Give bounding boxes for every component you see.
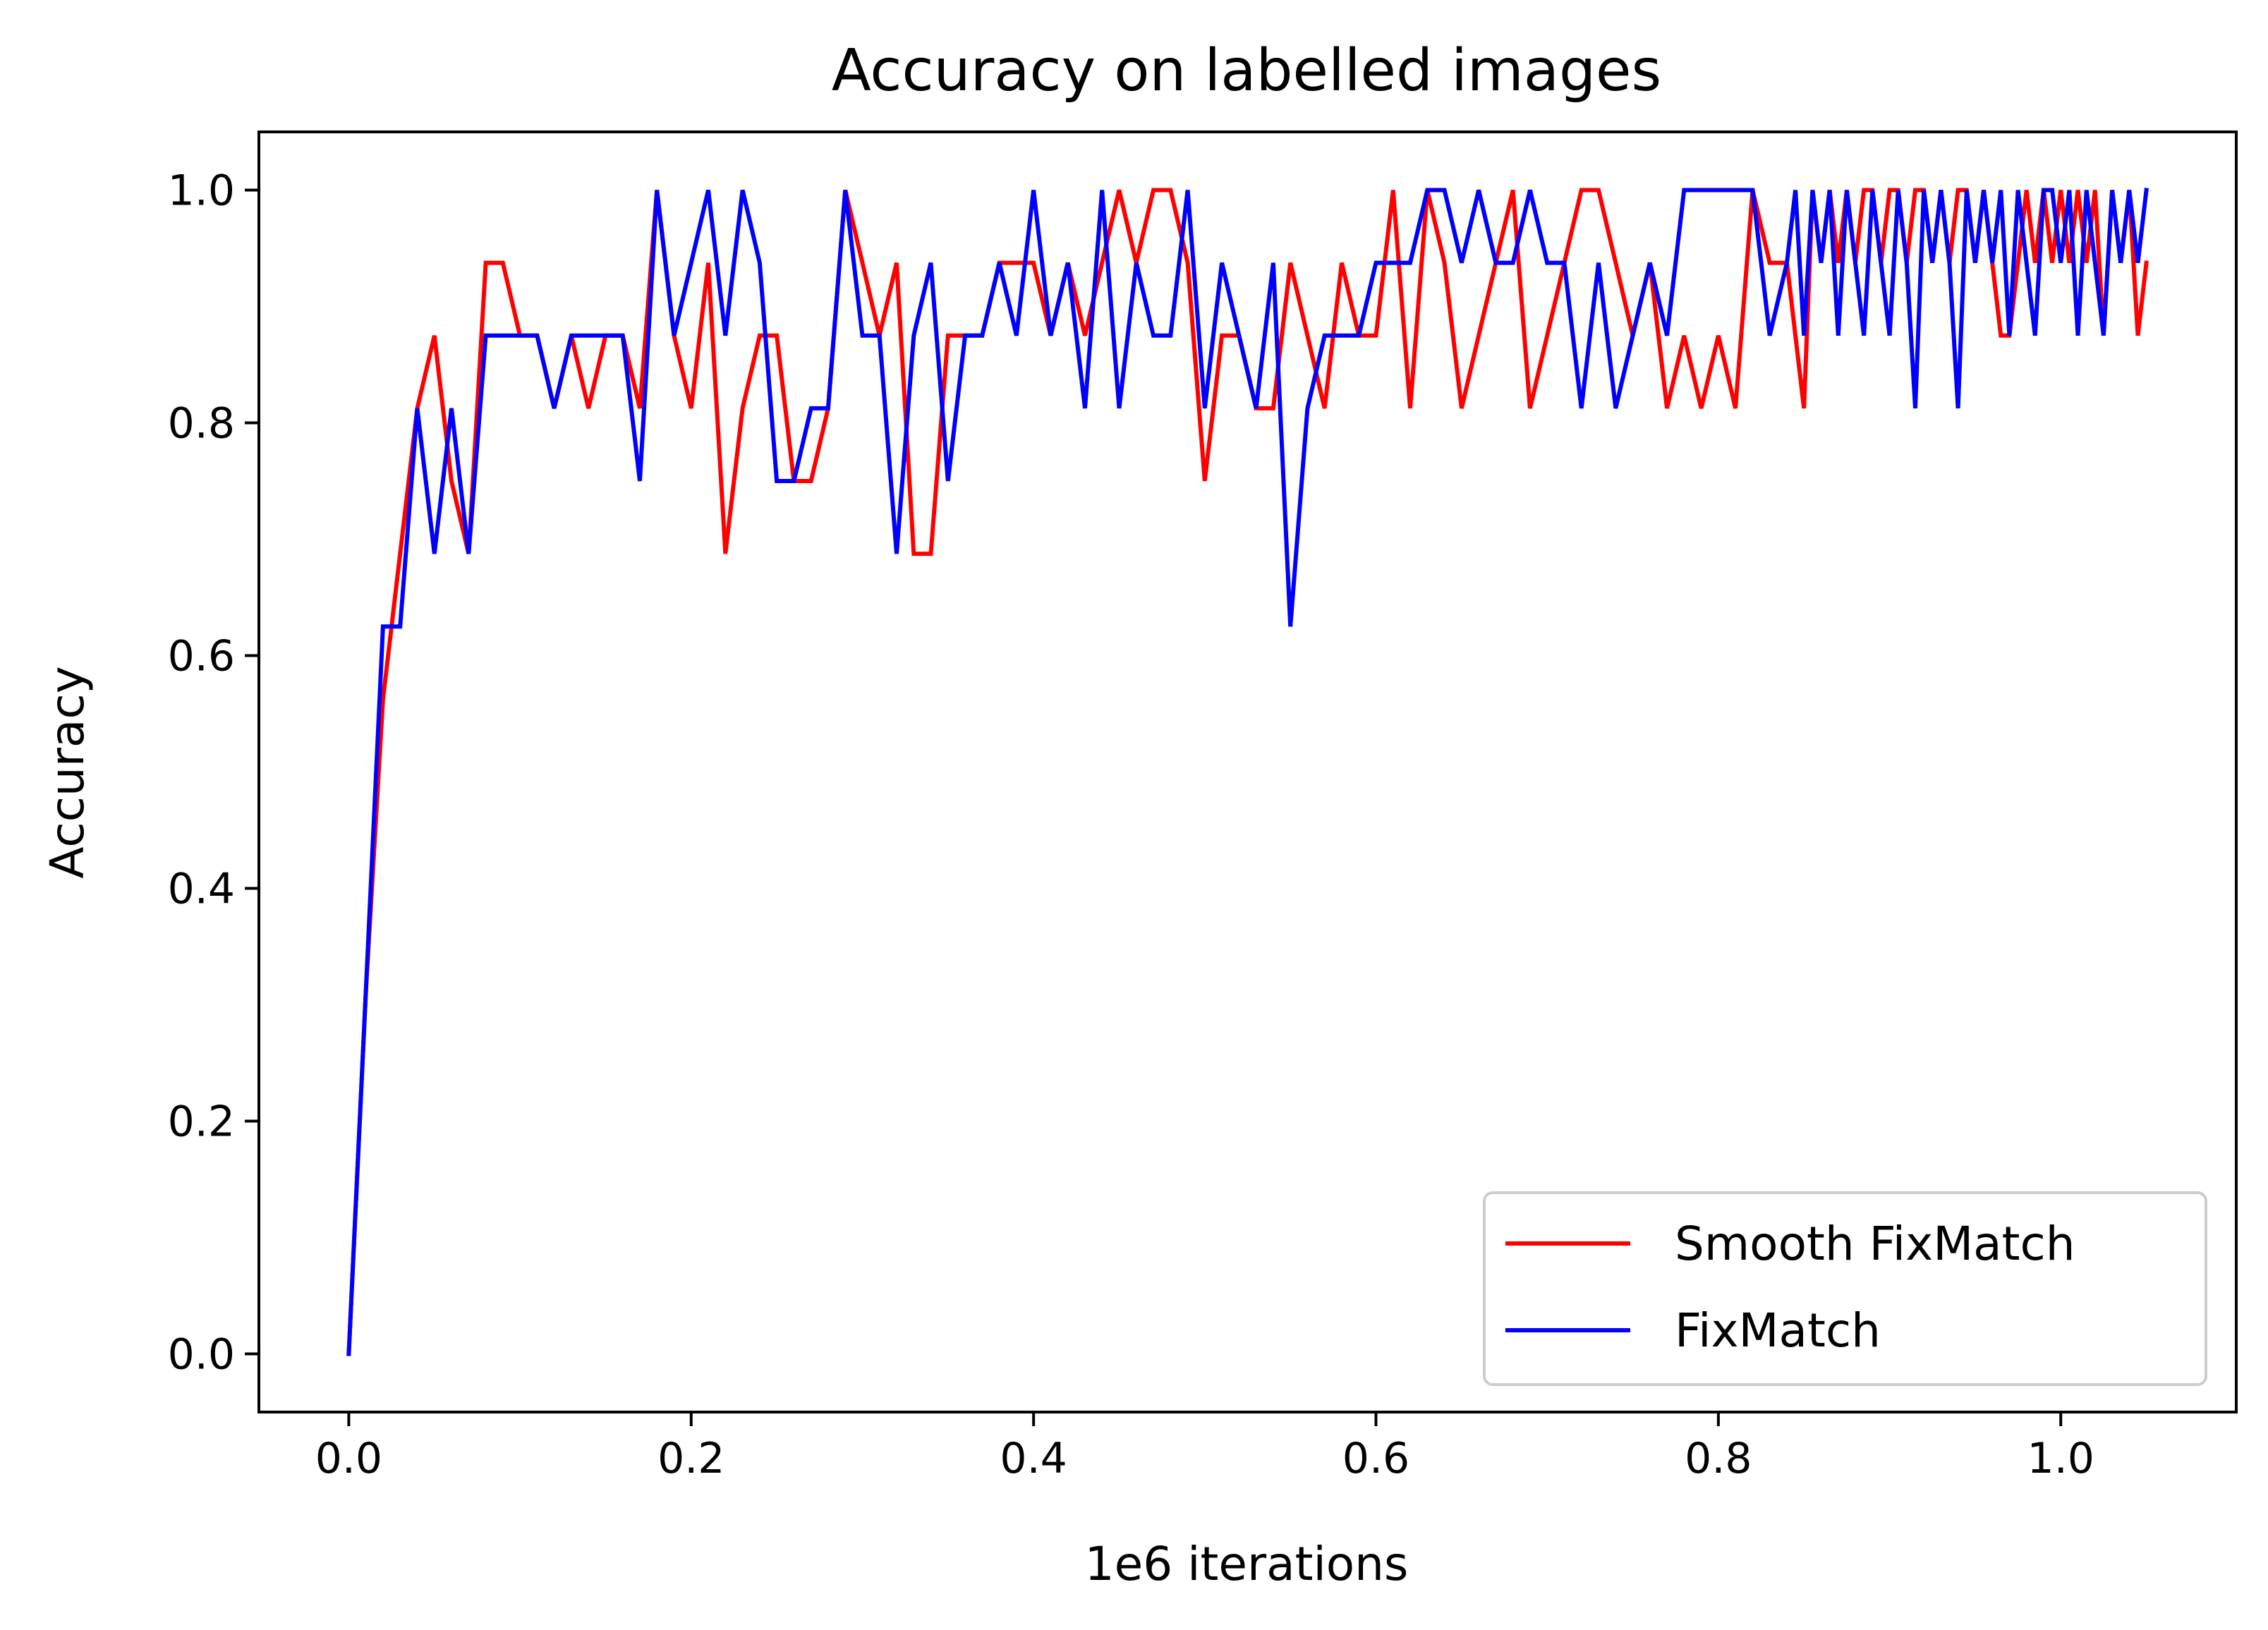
plot-lines (346, 188, 2149, 1356)
x-tick-label: 0.6 (1342, 1434, 1409, 1483)
x-tick-label: 0.4 (1000, 1434, 1067, 1483)
y-tick-label: 1.0 (168, 166, 235, 216)
y-axis-label: Accuracy (40, 666, 95, 878)
legend: Smooth FixMatch FixMatch (1483, 1191, 2207, 1386)
x-tick-label: 0.2 (657, 1434, 724, 1483)
legend-label-fixmatch: FixMatch (1675, 1303, 1881, 1358)
x-tick-label: 1.0 (2027, 1434, 2094, 1483)
plot-frame (257, 130, 2238, 1413)
legend-label-smooth-fixmatch: Smooth FixMatch (1675, 1217, 2075, 1271)
y-tick-label: 0.0 (168, 1330, 235, 1380)
x-tick-label: 0.0 (315, 1434, 382, 1483)
y-tick-label: 0.6 (168, 632, 235, 681)
x-axis-label: 1e6 iterations (1085, 1537, 1409, 1591)
y-tick-label: 0.4 (168, 865, 235, 914)
y-tick-label: 0.8 (168, 399, 235, 449)
series-line-fixmatch (346, 188, 2149, 1356)
y-tick-label: 0.2 (168, 1097, 235, 1147)
chart-title: Accuracy on labelled images (832, 37, 1661, 104)
x-axis-ticks: 0.0 0.2 0.4 0.6 0.8 1.0 (315, 1412, 2094, 1483)
legend-box (1483, 1191, 2207, 1386)
y-axis-ticks: 0.0 0.2 0.4 0.6 0.8 1.0 (168, 166, 259, 1380)
x-tick-label: 0.8 (1685, 1434, 1752, 1483)
